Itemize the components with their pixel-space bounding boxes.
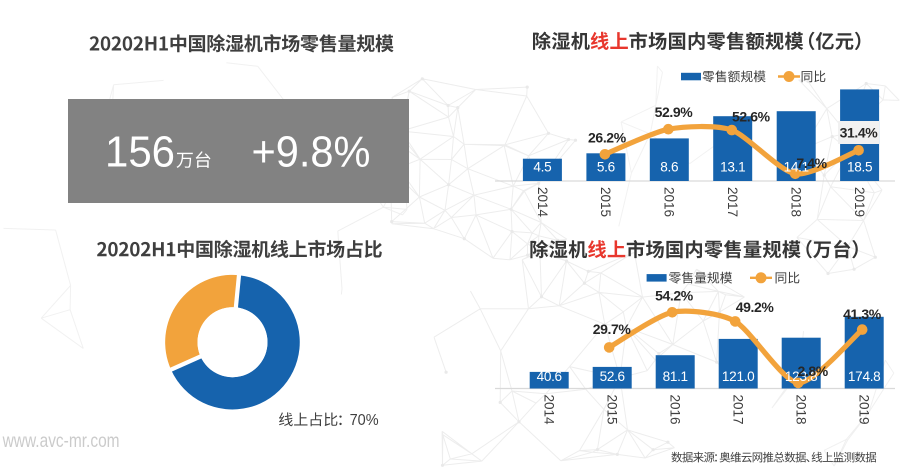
svg-text:123.8: 123.8 bbox=[785, 369, 818, 384]
svg-text:2016: 2016 bbox=[668, 395, 683, 425]
svg-text:41.3%: 41.3% bbox=[843, 306, 882, 322]
svg-text:174.8: 174.8 bbox=[848, 369, 881, 384]
svg-text:2014: 2014 bbox=[542, 395, 557, 426]
svg-text:www.avc-mr.com: www.avc-mr.com bbox=[2, 430, 120, 452]
svg-text:8.6: 8.6 bbox=[660, 159, 678, 174]
svg-text:2018: 2018 bbox=[789, 187, 804, 217]
svg-text:2018: 2018 bbox=[794, 395, 809, 425]
svg-text:2014: 2014 bbox=[535, 187, 550, 218]
svg-text:121.0: 121.0 bbox=[722, 369, 755, 384]
svg-text:29.7%: 29.7% bbox=[593, 321, 632, 337]
svg-text:2019: 2019 bbox=[857, 395, 872, 425]
svg-text:4.5: 4.5 bbox=[533, 159, 551, 174]
svg-text:2019: 2019 bbox=[852, 187, 867, 217]
svg-text:2017: 2017 bbox=[731, 395, 746, 425]
svg-text:5.6: 5.6 bbox=[597, 159, 615, 174]
svg-text:52.6: 52.6 bbox=[600, 369, 625, 384]
svg-text:2016: 2016 bbox=[662, 187, 677, 217]
svg-text:70%: 70% bbox=[350, 412, 379, 429]
svg-text:31.4%: 31.4% bbox=[840, 125, 879, 141]
svg-text:81.1: 81.1 bbox=[663, 369, 688, 384]
svg-text:156: 156 bbox=[105, 128, 175, 177]
svg-text:2017: 2017 bbox=[725, 187, 740, 217]
svg-text:18.5: 18.5 bbox=[847, 159, 872, 174]
svg-text:54.2%: 54.2% bbox=[655, 287, 694, 303]
svg-text:+9.8%: +9.8% bbox=[252, 128, 371, 177]
svg-text:2.8%: 2.8% bbox=[798, 363, 829, 379]
svg-text:26.2%: 26.2% bbox=[588, 130, 627, 146]
svg-text:13.1: 13.1 bbox=[720, 159, 745, 174]
svg-text:2015: 2015 bbox=[605, 395, 620, 425]
svg-text:52.9%: 52.9% bbox=[655, 104, 694, 120]
svg-text:14.1: 14.1 bbox=[784, 159, 809, 174]
svg-text:52.6%: 52.6% bbox=[732, 109, 771, 125]
svg-text:7.4%: 7.4% bbox=[796, 155, 827, 171]
svg-text:49.2%: 49.2% bbox=[736, 299, 775, 315]
svg-text:2015: 2015 bbox=[598, 187, 613, 217]
svg-text:40.6: 40.6 bbox=[537, 369, 562, 384]
